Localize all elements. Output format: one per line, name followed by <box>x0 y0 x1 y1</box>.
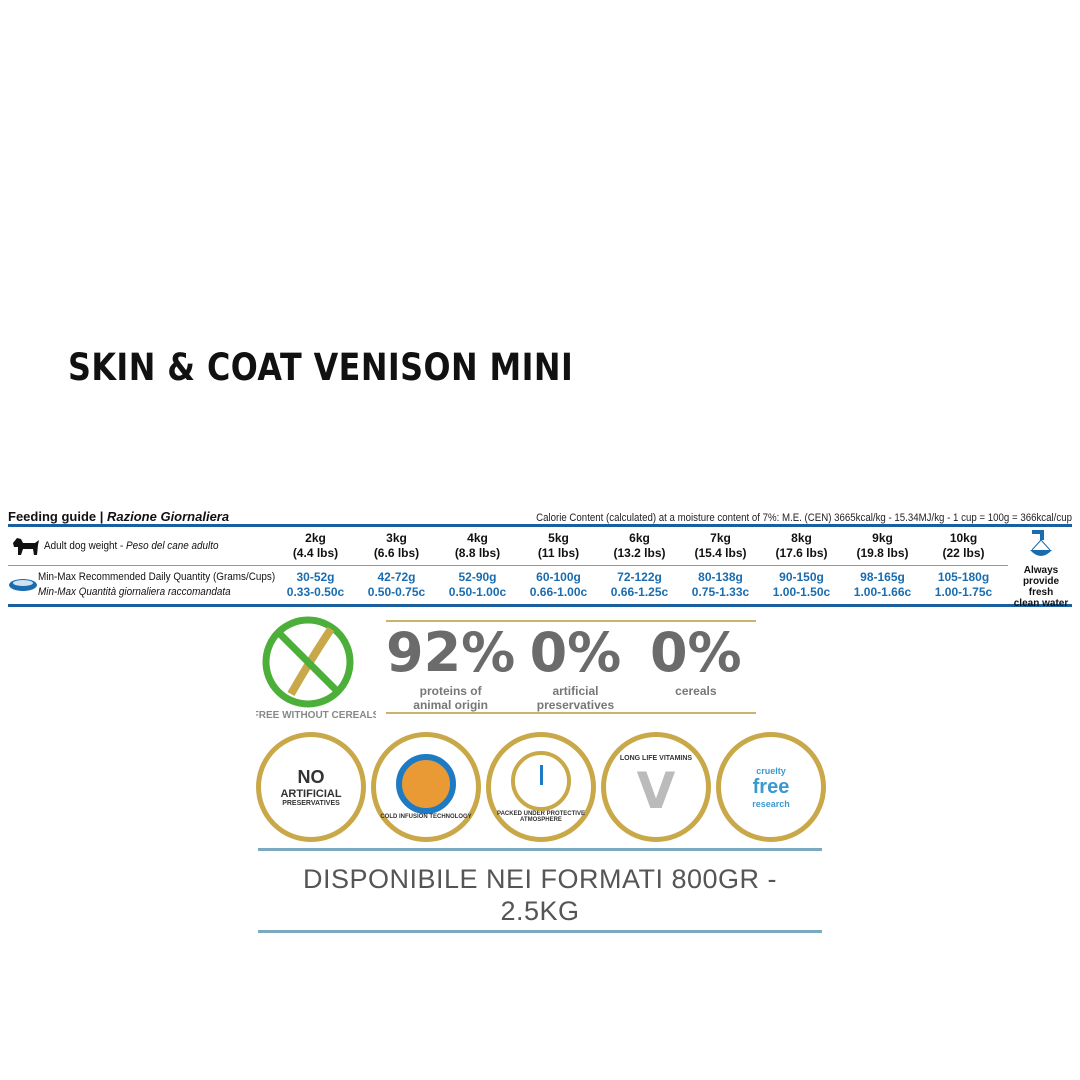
quantity-cell: 80-138g 0.75-1.33c <box>691 570 750 599</box>
feeding-guide: Feeding guide | Razione Giornaliera Calo… <box>8 506 1072 609</box>
packed-badge: PACKED UNDER PROTECTIVE ATMOSPHERE <box>486 732 596 842</box>
feeding-guide-title: Feeding guide | Razione Giornaliera <box>8 509 230 524</box>
availability-note: DISPONIBILE NEI FORMATI 800GR -2.5KG <box>258 848 822 933</box>
food-bowl-icon <box>8 577 38 593</box>
weight-cell: 10kg (22 lbs) <box>942 531 985 560</box>
quantity-cell: 90-150g 1.00-1.50c <box>772 570 831 599</box>
stat: 0% cereals <box>649 621 742 699</box>
product-title: SKIN & COAT VENISON MINI <box>68 346 574 389</box>
no-artificial-badge: NO ARTIFICIAL PRESERVATIVES <box>256 732 366 842</box>
water-note: Always provide fresh clean water <box>1010 528 1072 609</box>
calorie-content: Calorie Content (calculated) at a moistu… <box>536 512 1072 524</box>
weight-cell: 5kg (11 lbs) <box>537 531 580 560</box>
weight-cell: 6kg (13.2 lbs) <box>613 531 666 560</box>
quantity-row: Min-Max Recommended Daily Quantity (Gram… <box>8 566 1072 604</box>
weight-row: Adult dog weight - Peso del cane adulto … <box>8 527 1072 565</box>
weight-cell: 7kg (15.4 lbs) <box>694 531 747 560</box>
weight-cell: 8kg (17.6 lbs) <box>775 531 828 560</box>
v-icon: V <box>636 761 676 820</box>
stat: 0% artificial preservatives <box>529 621 622 713</box>
quantity-cell: 72-122g 0.66-1.25c <box>610 570 669 599</box>
quantity-cell: 98-165g 1.00-1.66c <box>853 570 912 599</box>
svg-text:FREE WITHOUT CEREALS: FREE WITHOUT CEREALS <box>256 710 376 721</box>
weight-cell: 4kg (8.8 lbs) <box>454 531 501 560</box>
quantity-cell: 60-100g 0.66-1.00c <box>529 570 588 599</box>
cereal-free-icon: FREE WITHOUT CEREALS <box>256 616 376 721</box>
quantity-cell: 42-72g 0.50-0.75c <box>367 570 426 599</box>
weight-cell: 2kg (4.4 lbs) <box>292 531 339 560</box>
water-tap-icon <box>1030 530 1052 556</box>
cruelty-free-badge: cruelty free research <box>716 732 826 842</box>
cold-infusion-badge: COLD INFUSION TECHNOLOGY <box>371 732 481 842</box>
stat: 92% proteins of animal origin <box>386 621 516 713</box>
weight-cell: 9kg (19.8 lbs) <box>856 531 909 560</box>
dog-icon <box>8 535 44 557</box>
vitamins-badge: LONG LIFE VITAMINS V <box>601 732 711 842</box>
quantity-cell: 52-90g 0.50-1.00c <box>448 570 507 599</box>
weight-cell: 3kg (6.6 lbs) <box>373 531 420 560</box>
clock-icon <box>511 751 571 811</box>
quantity-cell: 105-180g 1.00-1.75c <box>934 570 993 599</box>
quantity-cell: 30-52g 0.33-0.50c <box>286 570 345 599</box>
cookie-icon <box>396 754 456 814</box>
